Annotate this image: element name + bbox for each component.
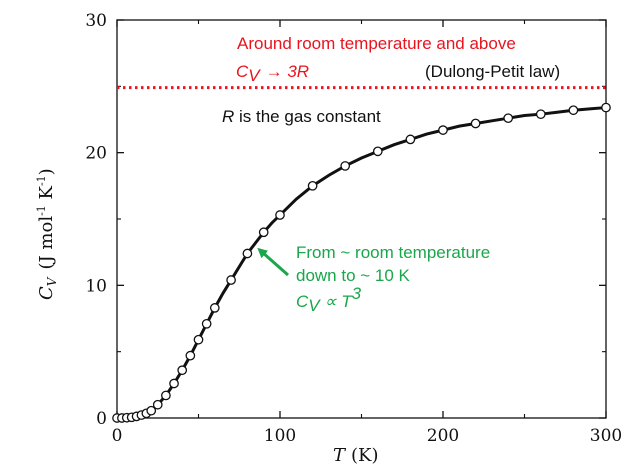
data-point: [307, 180, 318, 191]
data-point: [372, 146, 383, 157]
data-points: [112, 102, 611, 423]
y-tick-label: 0: [96, 409, 107, 429]
annotation-t3-line1: From ~ room temperature: [296, 243, 490, 262]
annotation-cv-limit: CV → 3R: [236, 62, 309, 85]
annotation-t3-line2: down to ~ 10 K: [296, 266, 411, 285]
heat-capacity-curve: [116, 106, 607, 420]
data-point: [438, 125, 448, 135]
x-axis-unit: (K): [351, 445, 379, 466]
x-tick-label: 100: [264, 426, 296, 446]
y-axis-var: C: [36, 286, 57, 300]
data-point: [275, 210, 285, 220]
x-axis-title: T (K): [333, 445, 379, 466]
data-point: [470, 118, 481, 129]
data-point: [226, 275, 236, 285]
annotation-gas-constant-rest: is the gas constant: [234, 107, 381, 126]
annotation-t3-rest: ∝ T: [320, 292, 354, 311]
y-axis-title: CV(J mol-1 K-1): [35, 168, 59, 300]
data-point: [568, 105, 579, 116]
data-point: [152, 399, 163, 410]
y-axis-unit-pre: (J mol: [36, 216, 57, 270]
annotation-cv-limit-rest: → 3R: [266, 62, 309, 81]
y-axis-exp2: -1: [35, 175, 48, 186]
data-point: [185, 350, 196, 361]
data-point: [601, 102, 611, 113]
annotation-gas-constant: R is the gas constant: [222, 107, 381, 126]
annotation-gas-constant-var: R: [222, 107, 234, 126]
tick-labels: 0 100 200 300 0 10 20 30: [85, 11, 622, 446]
annotation-room-temperature: Around room temperature and above: [237, 34, 516, 53]
annotation-arrow: [257, 247, 289, 277]
annotation-cv-limit-sub: V: [248, 66, 261, 85]
data-point: [258, 227, 269, 238]
data-point: [209, 303, 220, 313]
data-point: [177, 365, 188, 376]
data-point: [161, 390, 171, 401]
data-point: [146, 405, 157, 416]
annotation-t3-var: C: [296, 292, 309, 311]
y-tick-label: 30: [85, 11, 107, 31]
data-point: [405, 134, 416, 145]
y-axis-unit-mid: K: [36, 185, 57, 205]
annotation-t3-sub: V: [308, 296, 321, 315]
annotation-t3-law: CV ∝ T3: [296, 284, 362, 315]
data-point: [201, 318, 212, 329]
data-point: [340, 161, 351, 171]
x-axis-var: T: [333, 445, 347, 466]
annotation-t3-exp: 3: [352, 284, 362, 303]
data-point: [193, 334, 204, 345]
y-axis-unit-post: ): [36, 168, 57, 175]
data-point: [503, 113, 514, 124]
data-point: [535, 109, 546, 120]
y-tick-label: 20: [85, 144, 107, 164]
y-tick-label: 10: [85, 276, 107, 296]
y-axis-sub: V: [45, 276, 59, 286]
data-point: [242, 248, 253, 259]
x-tick-label: 200: [427, 426, 459, 446]
annotation-dulong-petit: (Dulong-Petit law): [425, 62, 560, 81]
axis-ticks: [116, 19, 607, 419]
x-tick-label: 300: [590, 426, 622, 446]
y-axis-exp1: -1: [35, 205, 48, 216]
annotation-cv-limit-var: C: [236, 62, 249, 81]
x-tick-label: 0: [112, 426, 123, 446]
data-point: [169, 378, 179, 389]
